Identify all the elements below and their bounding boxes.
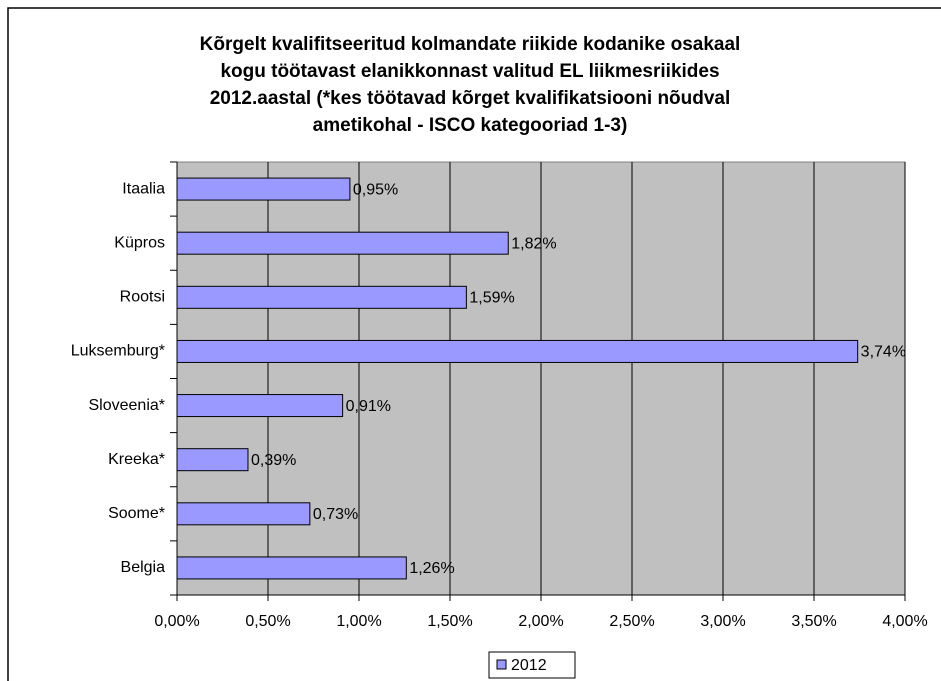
bar xyxy=(176,556,407,580)
y-tick-label: Belgia xyxy=(121,559,166,576)
bar xyxy=(176,448,249,472)
bar xyxy=(176,177,351,201)
x-tick-label: 2,00% xyxy=(518,613,563,630)
x-tick-label: 3,00% xyxy=(700,613,745,630)
legend-label: 2012 xyxy=(511,657,547,674)
bar xyxy=(176,285,467,309)
bar xyxy=(176,339,859,363)
y-tick-label: Itaalia xyxy=(122,180,165,197)
y-tick-label: Sloveenia* xyxy=(89,397,166,414)
x-tick-label: 2,50% xyxy=(609,613,654,630)
bar xyxy=(176,502,311,526)
x-tick-label: 1,00% xyxy=(336,613,381,630)
y-tick-label: Kreeka* xyxy=(108,451,165,468)
value-label: 1,26% xyxy=(409,560,454,577)
x-tick-label: 3,50% xyxy=(791,613,836,630)
chart-title: 2012.aastal (*kes töötavad kõrget kvalif… xyxy=(210,88,731,109)
y-tick-label: Küpros xyxy=(114,234,165,251)
chart-title: kogu töötavast elanikkonnast valitud EL … xyxy=(220,61,719,82)
chart-title: Kõrgelt kvalifitseeritud kolmandate riik… xyxy=(200,34,741,55)
value-label: 0,39% xyxy=(251,452,296,469)
chart-title: ametikohal - ISCO kategooriad 1-3) xyxy=(313,115,628,136)
value-label: 0,95% xyxy=(353,181,398,198)
value-label: 3,74% xyxy=(861,344,906,361)
x-tick-label: 0,50% xyxy=(245,613,290,630)
x-tick-label: 1,50% xyxy=(427,613,472,630)
y-tick-label: Soome* xyxy=(108,505,165,522)
x-tick-label: 4,00% xyxy=(882,613,927,630)
bar xyxy=(176,231,509,255)
value-label: 0,91% xyxy=(346,398,391,415)
value-label: 1,82% xyxy=(511,235,556,252)
y-tick-label: Luksemburg* xyxy=(71,343,165,360)
y-tick-label: Rootsi xyxy=(120,289,165,306)
bar xyxy=(176,394,344,418)
value-label: 1,59% xyxy=(469,290,514,307)
value-label: 0,73% xyxy=(313,506,358,523)
legend-swatch xyxy=(496,659,507,670)
x-tick-label: 0,00% xyxy=(154,613,199,630)
